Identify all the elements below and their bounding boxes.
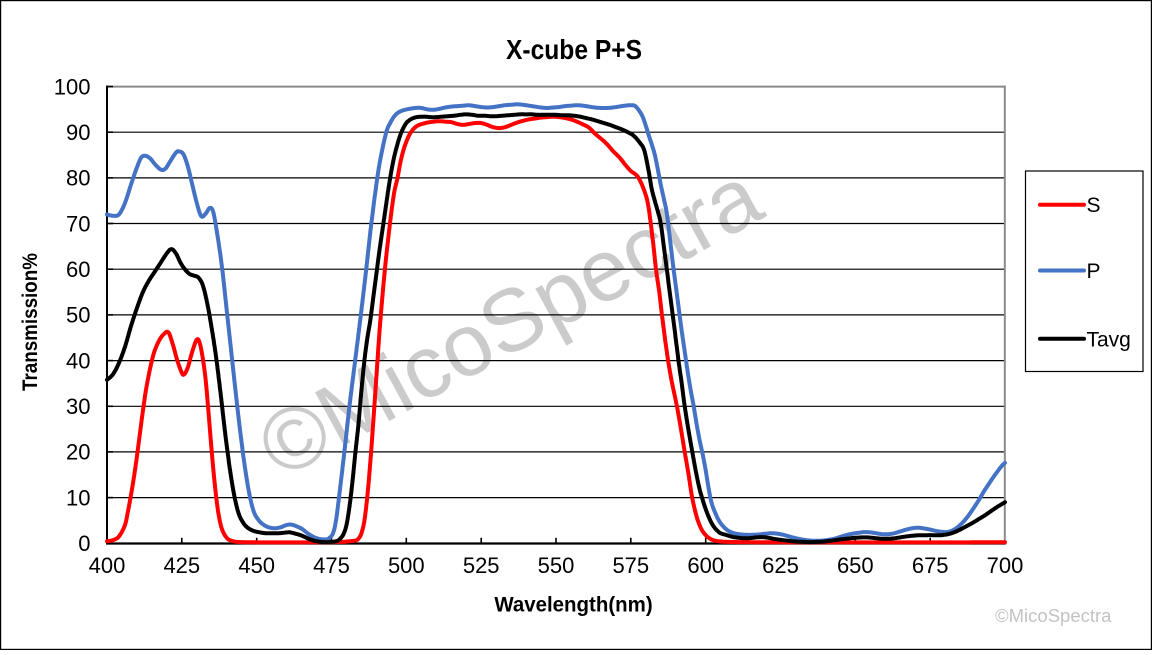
svg-text:©MicoSpectra: ©MicoSpectra — [995, 605, 1112, 626]
svg-text:20: 20 — [66, 440, 90, 465]
svg-text:700: 700 — [987, 553, 1024, 578]
svg-text:40: 40 — [66, 348, 90, 373]
svg-text:Wavelength(nm): Wavelength(nm) — [494, 594, 652, 617]
svg-text:30: 30 — [66, 394, 90, 419]
svg-text:525: 525 — [463, 553, 500, 578]
svg-text:500: 500 — [388, 553, 425, 578]
svg-text:90: 90 — [66, 120, 90, 145]
svg-text:550: 550 — [538, 553, 575, 578]
svg-text:Tavg: Tavg — [1087, 328, 1131, 351]
svg-text:450: 450 — [238, 553, 275, 578]
svg-text:650: 650 — [837, 553, 874, 578]
svg-text:X-cube P+S: X-cube P+S — [506, 34, 642, 65]
svg-text:10: 10 — [66, 485, 90, 510]
svg-text:70: 70 — [66, 211, 90, 236]
svg-text:600: 600 — [687, 553, 724, 578]
svg-text:50: 50 — [66, 303, 90, 328]
svg-text:Transmission%: Transmission% — [19, 253, 42, 391]
svg-text:675: 675 — [912, 553, 949, 578]
svg-text:80: 80 — [66, 166, 90, 191]
svg-text:P: P — [1087, 260, 1101, 283]
svg-text:625: 625 — [762, 553, 799, 578]
svg-text:60: 60 — [66, 257, 90, 282]
svg-text:425: 425 — [163, 553, 200, 578]
svg-text:0: 0 — [78, 531, 90, 556]
svg-text:475: 475 — [313, 553, 350, 578]
svg-text:S: S — [1087, 194, 1101, 217]
svg-text:400: 400 — [89, 553, 126, 578]
svg-text:100: 100 — [54, 74, 91, 99]
svg-text:575: 575 — [612, 553, 649, 578]
